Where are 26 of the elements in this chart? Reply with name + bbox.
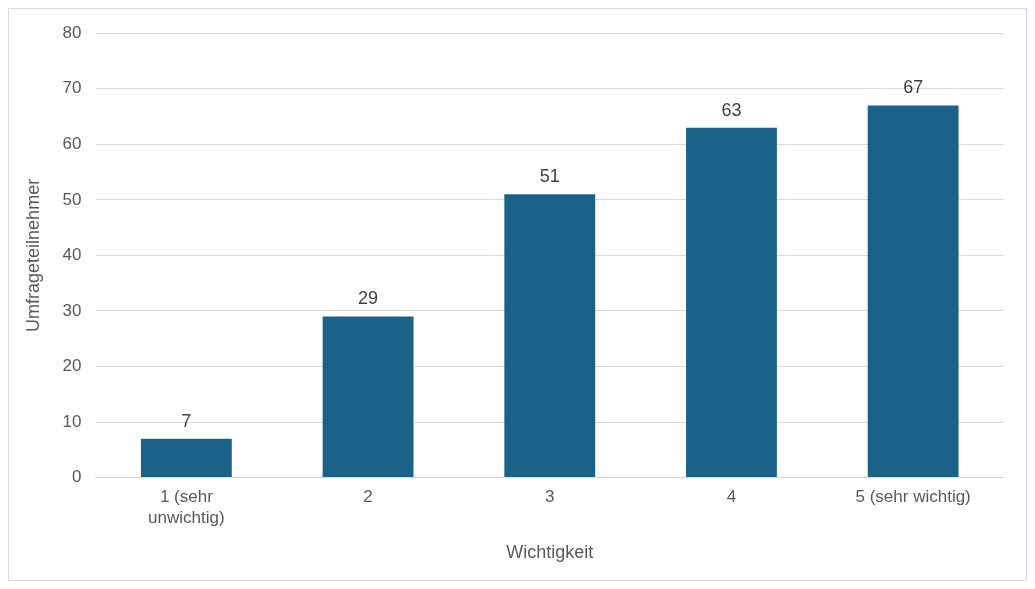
y-tick-label: 10 (62, 411, 82, 431)
y-tick-label: 20 (62, 356, 82, 376)
data-label: 29 (358, 288, 379, 309)
y-axis-title: Umfrageteilnehmer (22, 178, 43, 332)
data-label: 63 (721, 99, 742, 120)
bar (686, 127, 777, 478)
data-label: 51 (539, 166, 560, 187)
y-tick-label: 70 (62, 78, 82, 98)
x-tick-label: 3 (545, 487, 555, 507)
x-axis-title: Wichtigkeit (506, 542, 594, 563)
bar (867, 105, 959, 478)
x-tick-label: 2 (363, 487, 373, 507)
y-tick-label: 0 (72, 467, 82, 487)
bar (504, 194, 596, 478)
y-tick-label: 30 (62, 300, 82, 320)
bar (140, 438, 232, 478)
y-tick-label: 80 (62, 22, 82, 42)
data-label: 7 (181, 410, 192, 431)
y-tick-label: 40 (62, 245, 82, 265)
y-tick-label: 50 (62, 189, 82, 209)
y-tick-label: 60 (62, 133, 82, 153)
bar (322, 316, 414, 478)
x-tick-label: 4 (726, 487, 737, 507)
data-label: 67 (903, 77, 924, 98)
x-tick-label: 5 (sehr wichtig) (855, 487, 971, 507)
x-tick-label: 1 (sehr unwichtig) (148, 487, 225, 527)
